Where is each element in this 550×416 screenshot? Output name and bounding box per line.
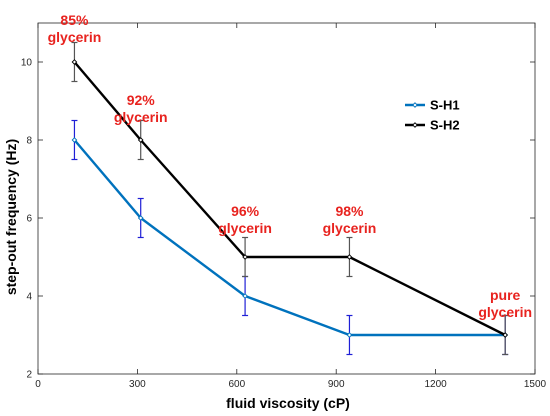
- x-tick-label: 900: [328, 379, 345, 390]
- legend-marker: [412, 122, 418, 128]
- legend-label: S-H2: [430, 118, 460, 133]
- annotation-label: pure: [490, 287, 521, 303]
- plot-frame: [37, 22, 536, 375]
- annotation-label: glycerin: [478, 304, 532, 320]
- annotation-2: 96%glycerin: [218, 203, 272, 236]
- annotation-3: 98%glycerin: [323, 203, 377, 236]
- data-point: [71, 137, 78, 143]
- data-point: [242, 293, 248, 299]
- annotation-label: 85%: [60, 12, 89, 28]
- x-tick-label: 300: [129, 379, 146, 390]
- ticks: 0 300 600 900 1200 1500 2 4 6 8 10: [21, 23, 547, 390]
- x-tick-label: 600: [228, 379, 245, 390]
- legend-item-s-h1: S-H1: [405, 98, 460, 113]
- annotation-label: 96%: [231, 203, 260, 219]
- y-tick-label: 4: [26, 292, 32, 303]
- legend-marker: [412, 102, 418, 108]
- data-point: [242, 254, 248, 260]
- data-point: [346, 254, 353, 260]
- annotation-0: 85%glycerin: [48, 12, 102, 45]
- annotation-label: glycerin: [323, 220, 377, 236]
- data-point: [137, 215, 144, 221]
- legend-item-s-h2: S-H2: [405, 118, 460, 133]
- data-point: [71, 59, 78, 65]
- y-tick-label: 10: [21, 58, 33, 69]
- annotation-label: 98%: [335, 203, 364, 219]
- annotation-label: glycerin: [218, 220, 272, 236]
- legend-box: [399, 91, 476, 138]
- y-tick-label: 6: [26, 214, 32, 225]
- x-tick-label: 1200: [424, 379, 447, 390]
- x-axis-title: fluid viscosity (cP): [226, 395, 350, 411]
- y-axis-title: step-out frequency (Hz): [3, 139, 19, 295]
- x-tick-label: 1500: [524, 379, 547, 390]
- series-s-h2: [71, 41, 509, 356]
- series: [71, 41, 509, 356]
- annotations: 85%glycerin92%glycerin96%glycerin98%glyc…: [48, 12, 532, 320]
- y-tick-label: 2: [26, 370, 32, 381]
- legend: S-H1 S-H2: [399, 91, 476, 138]
- annotation-label: 92%: [127, 92, 156, 108]
- data-point: [137, 137, 144, 143]
- y-tick-label: 8: [26, 136, 32, 147]
- annotation-label: glycerin: [48, 29, 102, 45]
- annotation-label: glycerin: [114, 109, 168, 125]
- x-tick-label: 0: [35, 379, 41, 390]
- axes: [37, 22, 536, 375]
- data-point: [502, 332, 509, 338]
- annotation-1: 92%glycerin: [114, 92, 168, 125]
- series-s-h1: [71, 119, 509, 356]
- data-point: [346, 332, 353, 338]
- legend-label: S-H1: [430, 98, 460, 113]
